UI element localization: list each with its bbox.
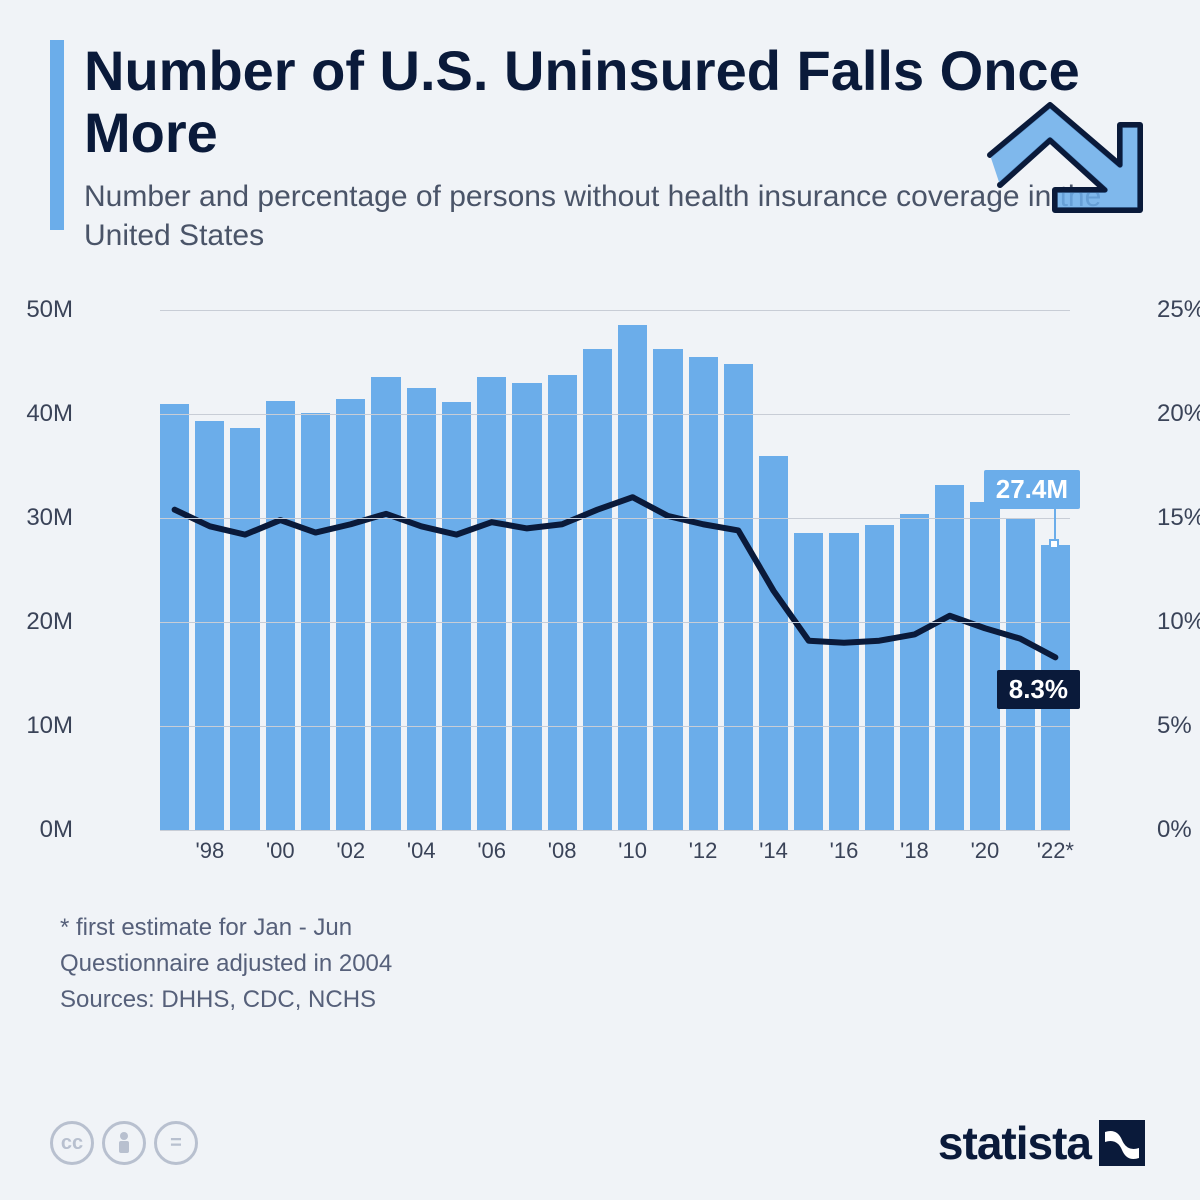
footnote-asterisk: * first estimate for Jan - Jun [60,910,1150,946]
by-icon [102,1121,146,1165]
callout-line-value: 8.3% [997,670,1080,709]
statista-logo-mark [1099,1120,1145,1166]
last-bar-marker [1049,539,1059,549]
footer-notes: * first estimate for Jan - Jun Questionn… [60,910,1150,1018]
statista-logo-text: statista [938,1116,1091,1170]
bottom-row: cc = statista [50,1116,1145,1170]
license-icons: cc = [50,1121,198,1165]
footnote-adjustment: Questionnaire adjusted in 2004 [60,946,1150,982]
statista-logo: statista [938,1116,1145,1170]
x-axis-ticks: '98'00'02'04'06'08'10'12'14'16'18'20'22* [160,838,1070,866]
cc-icon: cc [50,1121,94,1165]
accent-bar [50,40,64,230]
line-overlay [160,310,1070,830]
nd-icon: = [154,1121,198,1165]
callout-bar-value: 27.4M [984,470,1080,509]
down-arrow-icon [975,90,1145,240]
plot-region: 27.4M 8.3% [160,310,1070,830]
footnote-sources: Sources: DHHS, CDC, NCHS [60,982,1150,1018]
chart-area: 0M10M20M30M40M50M 0%5%10%15%20%25% 27.4M… [85,310,1145,830]
